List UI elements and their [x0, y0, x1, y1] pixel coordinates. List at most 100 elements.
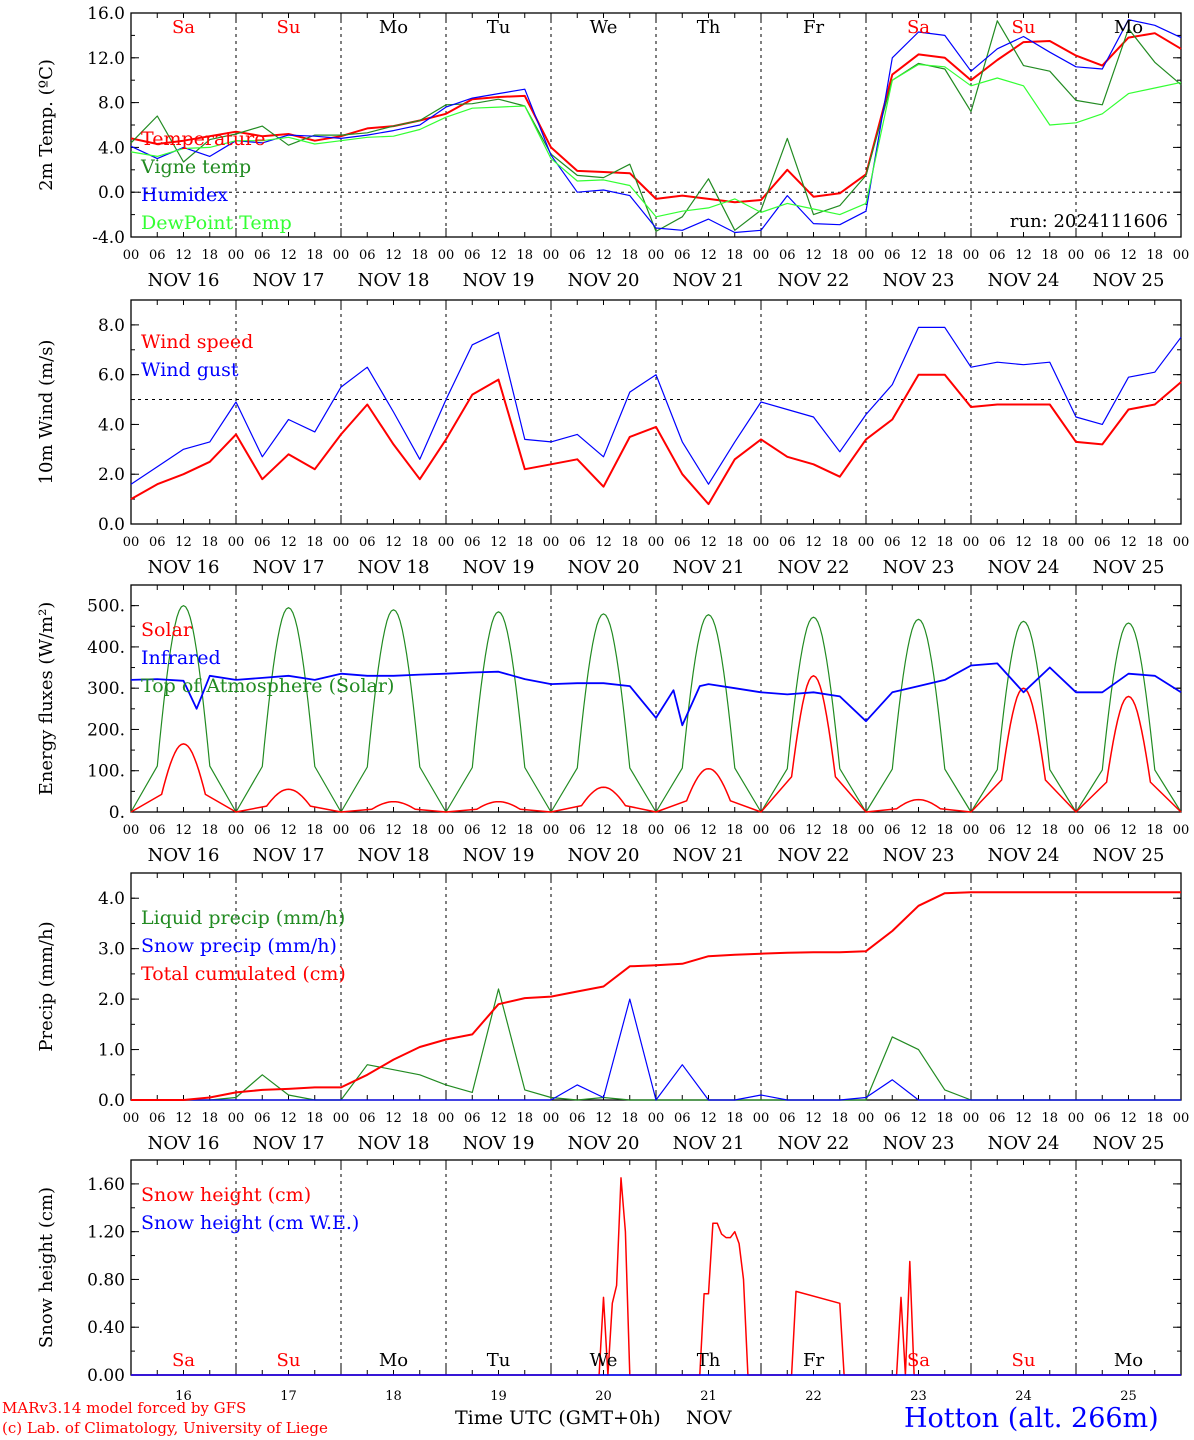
date-label: NOV 24: [988, 557, 1060, 578]
hour-tick-label: 06: [149, 248, 166, 263]
hour-tick-label: 00: [1068, 823, 1085, 838]
hour-tick-label: 12: [805, 535, 822, 550]
hour-tick-label: 06: [884, 1111, 901, 1126]
legend-entry: Solar: [141, 619, 193, 641]
hour-tick-label: 18: [201, 535, 218, 550]
date-label: NOV 20: [568, 845, 640, 866]
hour-tick-label: 06: [149, 823, 166, 838]
legend-entry: Snow height (cm W.E.): [141, 1212, 359, 1234]
date-label: NOV 18: [358, 270, 430, 291]
hour-tick-label: 12: [175, 823, 192, 838]
hour-tick-label: 18: [936, 1111, 953, 1126]
legend-entry: Liquid precip (mm/h): [141, 907, 345, 929]
hour-tick-label: 18: [201, 1111, 218, 1126]
date-label: NOV 16: [148, 845, 220, 866]
day-number-label: 23: [910, 1389, 927, 1404]
date-label: NOV 20: [568, 270, 640, 291]
y-tick-label: 0.0: [98, 1091, 125, 1111]
hour-tick-label: 00: [1173, 248, 1190, 263]
y-tick-label: 1.0: [98, 1041, 125, 1061]
hour-tick-label: 06: [989, 823, 1006, 838]
hour-tick-label: 18: [621, 535, 638, 550]
date-label: NOV 25: [1093, 270, 1165, 291]
panel-snow: 0.00 0.40 0.80 1.20 1.60 Snow height (cm) Snow…: [36, 1159, 1182, 1404]
hour-tick-label: 18: [1146, 1111, 1163, 1126]
series-line: [131, 1177, 1181, 1376]
y-tick-label: 500.: [87, 597, 125, 617]
hour-tick-label: 18: [516, 823, 533, 838]
hour-tick-label: 12: [175, 1111, 192, 1126]
hour-tick-label: 06: [254, 1111, 271, 1126]
hour-tick-label: 00: [963, 1111, 980, 1126]
date-label: NOV 18: [358, 557, 430, 578]
y-tick-label: 8.0: [98, 94, 125, 114]
hour-tick-label: 06: [359, 823, 376, 838]
hour-tick-label: 12: [910, 535, 927, 550]
day-number-label: 22: [805, 1389, 822, 1404]
hour-tick-label: 00: [858, 535, 875, 550]
hour-tick-label: 18: [936, 535, 953, 550]
hour-tick-label: 06: [1094, 823, 1111, 838]
hour-tick-label: 06: [989, 248, 1006, 263]
hour-tick-label: 06: [254, 248, 271, 263]
hour-tick-label: 00: [123, 823, 140, 838]
hour-tick-label: 18: [936, 823, 953, 838]
hour-tick-label: 12: [1120, 1111, 1137, 1126]
hour-tick-label: 18: [726, 823, 743, 838]
date-label: NOV 16: [148, 270, 220, 291]
hour-tick-label: 12: [490, 823, 507, 838]
hour-tick-label: 00: [543, 1111, 560, 1126]
hour-tick-label: 00: [123, 535, 140, 550]
hour-tick-label: 06: [569, 823, 586, 838]
hour-tick-label: 00: [963, 823, 980, 838]
hour-tick-label: 12: [490, 1111, 507, 1126]
hour-tick-label: 12: [1015, 248, 1032, 263]
hour-tick-label: 12: [910, 823, 927, 838]
hour-tick-label: 06: [674, 535, 691, 550]
hour-tick-label: 12: [1015, 823, 1032, 838]
hour-tick-label: 00: [543, 535, 560, 550]
hour-tick-label: 06: [884, 535, 901, 550]
y-axis-label: 10m Wind (m/s): [36, 340, 57, 485]
legend-entry: Wind speed: [141, 331, 253, 353]
legend-entry: Infrared: [141, 647, 221, 669]
hour-tick-label: 06: [569, 535, 586, 550]
hour-tick-label: 18: [1146, 535, 1163, 550]
date-label: NOV 18: [358, 845, 430, 866]
hour-tick-label: 06: [779, 823, 796, 838]
y-tick-label: 16.0: [87, 4, 125, 24]
hour-tick-label: 06: [149, 535, 166, 550]
day-number-label: 21: [700, 1389, 717, 1404]
hour-tick-label: 12: [175, 535, 192, 550]
weekday-label: Mo: [1114, 1350, 1143, 1371]
hour-tick-label: 18: [726, 535, 743, 550]
hour-tick-label: 18: [306, 535, 323, 550]
y-tick-label: 0.0: [98, 515, 125, 535]
hour-tick-label: 18: [831, 1111, 848, 1126]
weekday-label: We: [590, 1350, 618, 1371]
hour-tick-label: 00: [228, 535, 245, 550]
series-line-infrared: [130, 662, 1182, 727]
y-tick-label: 0.40: [87, 1318, 125, 1338]
weekday-label: Fr: [803, 17, 824, 38]
weekday-label: Su: [1012, 1350, 1036, 1371]
footer-copyright-line: (c) Lab. of Climatology, University of L…: [2, 1419, 328, 1437]
hour-tick-label: 00: [963, 248, 980, 263]
hour-tick-label: 18: [1146, 248, 1163, 263]
hour-tick-label: 12: [1120, 535, 1137, 550]
date-label: NOV 19: [463, 270, 535, 291]
hour-tick-label: 06: [359, 1111, 376, 1126]
date-label: NOV 17: [253, 270, 325, 291]
hour-tick-label: 00: [1068, 1111, 1085, 1126]
hour-tick-label: 00: [123, 1111, 140, 1126]
panel-temp: -4.0 0.0 4.0 8.0 12.0 16.0 2m Temp. (ºC) 00 06 12…: [36, 4, 1189, 291]
hour-tick-label: 12: [805, 248, 822, 263]
hour-tick-label: 06: [464, 248, 481, 263]
run-annotation: run: 2024111606: [1010, 211, 1168, 232]
date-label: NOV 21: [673, 1133, 745, 1154]
series-line: [131, 891, 1181, 1101]
y-tick-label: 1.60: [87, 1175, 125, 1195]
hour-tick-label: 00: [333, 535, 350, 550]
series-line: [130, 63, 1182, 218]
